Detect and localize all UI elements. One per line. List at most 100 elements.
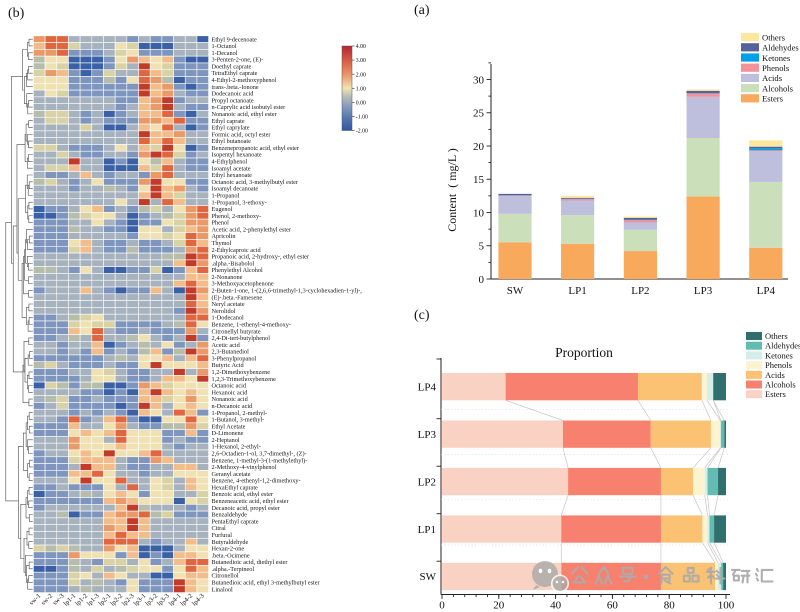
svg-text:1.00: 1.00 (356, 86, 366, 92)
svg-text:.alpha.-Bisabolol: .alpha.-Bisabolol (212, 260, 255, 267)
svg-text:Benzene, 4-ethenyl-1,2-dimetho: Benzene, 4-ethenyl-1,2-dimethoxy- (212, 478, 301, 485)
svg-text:Butanedioic acid, diethyl este: Butanedioic acid, diethyl ester (212, 559, 289, 566)
svg-text:30: 30 (473, 74, 485, 86)
svg-text:(a): (a) (414, 3, 430, 18)
svg-text:Phenylethyl Alcohol: Phenylethyl Alcohol (212, 267, 263, 274)
svg-text:Ethyl caprylate: Ethyl caprylate (212, 125, 250, 132)
svg-text:5: 5 (479, 241, 485, 253)
svg-text:4.00: 4.00 (356, 44, 366, 50)
svg-text:Geranyl acetate: Geranyl acetate (212, 471, 251, 478)
svg-text:.alpha.-Terpineol: .alpha.-Terpineol (212, 566, 255, 573)
svg-text:40: 40 (550, 600, 562, 612)
svg-text:LP1: LP1 (568, 285, 586, 297)
svg-text:Benzene, 1-methyl-3-(1-methyle: Benzene, 1-methyl-3-(1-methylethyl)- (212, 457, 308, 464)
svg-text:Butyric Acid: Butyric Acid (212, 362, 245, 369)
svg-text:Eugenol: Eugenol (212, 206, 233, 213)
svg-text:Ethyl butanoate: Ethyl butanoate (212, 138, 252, 145)
svg-text:Benzoic acid, ethyl ester: Benzoic acid, ethyl ester (212, 491, 274, 498)
svg-text:Hexan-2-one: Hexan-2-one (212, 546, 245, 553)
svg-text:Esters: Esters (762, 94, 784, 104)
svg-text:4-Ethylphenol: 4-Ethylphenol (212, 159, 248, 166)
svg-text:PentaEthyl caprate: PentaEthyl caprate (212, 518, 259, 525)
svg-text:TetraEthyl caprate: TetraEthyl caprate (212, 70, 258, 77)
svg-text:3.00: 3.00 (356, 58, 366, 64)
svg-text:2-Methoxy-4-vinylphenol: 2-Methoxy-4-vinylphenol (212, 464, 277, 471)
svg-text:60: 60 (607, 600, 619, 612)
svg-text:Thymol: Thymol (212, 240, 232, 247)
svg-text:SW: SW (420, 571, 437, 583)
svg-text:80: 80 (664, 600, 676, 612)
svg-text:4-Ethyl-2-methoxyphenol: 4-Ethyl-2-methoxyphenol (212, 77, 277, 84)
svg-text:HexaEthyl caprate: HexaEthyl caprate (212, 484, 259, 491)
svg-text:.beta.-Ocimene: .beta.-Ocimene (212, 552, 250, 559)
svg-text:Propanoic acid, 2-hydroxy-, et: Propanoic acid, 2-hydroxy-, ethyl ester (212, 254, 310, 261)
svg-text:Acids: Acids (762, 73, 783, 83)
svg-text:1,2,3-Trimethoxybenzene: 1,2,3-Trimethoxybenzene (212, 376, 277, 383)
svg-text:Citronellyl butyrate: Citronellyl butyrate (212, 328, 261, 335)
svg-text:Aldehydes: Aldehydes (762, 43, 799, 53)
svg-text:-1.00: -1.00 (356, 115, 368, 121)
svg-text:3-Phenylpropanol: 3-Phenylpropanol (212, 355, 257, 362)
svg-text:2,4-Di-tert-butylphenol: 2,4-Di-tert-butylphenol (212, 335, 271, 342)
svg-text:Citral: Citral (212, 525, 226, 532)
svg-text:Butanedioic acid, ethyl 3-meth: Butanedioic acid, ethyl 3-methylbutyl es… (212, 580, 321, 587)
svg-text:2,3-Butanediol: 2,3-Butanediol (212, 349, 250, 356)
svg-text:1-Dodecanol: 1-Dodecanol (212, 315, 245, 322)
svg-text:Phenols: Phenols (765, 360, 792, 370)
svg-text:Esters: Esters (765, 389, 786, 399)
svg-text:Nerolidol: Nerolidol (212, 308, 236, 315)
svg-text:LP1: LP1 (418, 524, 436, 536)
svg-text:Formic acid, octyl ester: Formic acid, octyl ester (212, 131, 272, 138)
svg-text:Benzeneacetic acid, ethyl este: Benzeneacetic acid, ethyl ester (212, 498, 290, 505)
svg-text:Ketones: Ketones (762, 53, 791, 63)
svg-text:(E)-.beta.-Famesene: (E)-.beta.-Famesene (212, 294, 263, 301)
svg-text:Benzenepropanoic acid, ethyl e: Benzenepropanoic acid, ethyl ester (212, 145, 300, 152)
svg-text:2-Heptanol: 2-Heptanol (212, 437, 240, 444)
svg-text:0: 0 (439, 600, 445, 612)
svg-text:2,6-Octadien-1-ol, 3,7-dimethy: 2,6-Octadien-1-ol, 3,7-dimethyl-, (Z)- (212, 450, 307, 457)
svg-text:Decanoic acid, propyl ester: Decanoic acid, propyl ester (212, 505, 281, 512)
svg-text:LP4: LP4 (757, 285, 776, 297)
svg-text:Alcohols: Alcohols (765, 380, 796, 390)
svg-text:Ethyl hexanoate: Ethyl hexanoate (212, 172, 253, 179)
svg-text:1-Propanol: 1-Propanol (212, 192, 240, 199)
svg-text:Phenol, 2-methoxy-: Phenol, 2-methoxy- (212, 213, 262, 220)
svg-text:10: 10 (473, 207, 485, 219)
svg-text:0: 0 (479, 274, 485, 286)
svg-text:Benzene, 1-ethenyl-4-methoxy-: Benzene, 1-ethenyl-4-methoxy- (212, 321, 291, 328)
svg-text:Isopentyl hexanoate: Isopentyl hexanoate (212, 152, 262, 159)
svg-text:Nonanoic acid, ethyl ester: Nonanoic acid, ethyl ester (212, 111, 278, 118)
svg-text:Acetic acid: Acetic acid (212, 342, 241, 349)
svg-text:Benzaldehyde: Benzaldehyde (212, 512, 248, 519)
svg-text:LP3: LP3 (418, 429, 437, 441)
svg-text:1,2-Dimethoxybenzene: 1,2-Dimethoxybenzene (212, 369, 271, 376)
svg-text:Nonanoic acid: Nonanoic acid (212, 396, 249, 403)
svg-text:n-Caprylic acid isobutyl ester: n-Caprylic acid isobutyl ester (212, 104, 287, 111)
svg-text:Neryl acetate: Neryl acetate (212, 301, 245, 308)
svg-text:2-Buten-1-one, 1-(2,6,6-trimet: 2-Buten-1-one, 1-(2,6,6-trimethyl-1,3-cy… (212, 288, 363, 295)
svg-text:D-Limonene: D-Limonene (212, 430, 244, 437)
svg-text:Linalool: Linalool (212, 586, 233, 593)
svg-text:0.00: 0.00 (356, 100, 366, 106)
svg-text:Citronellol: Citronellol (212, 573, 239, 580)
svg-text:Phenols: Phenols (762, 63, 790, 73)
svg-text:LP2: LP2 (418, 476, 436, 488)
svg-text:Propyl octanoate: Propyl octanoate (212, 97, 254, 104)
svg-text:Ethyl Acetate: Ethyl Acetate (212, 423, 246, 430)
svg-text:3-Methoxyacetophenone: 3-Methoxyacetophenone (212, 281, 274, 288)
svg-text:1-Butanol, 3-methyl-: 1-Butanol, 3-methyl- (212, 417, 265, 424)
svg-text:SW: SW (507, 285, 524, 297)
svg-text:Octanoic acid: Octanoic acid (212, 383, 247, 390)
svg-text:1-Propanol, 3-ethoxy-: 1-Propanol, 3-ethoxy- (212, 199, 267, 206)
svg-text:Acetic acid, 2-phenylethyl est: Acetic acid, 2-phenylethyl ester (212, 226, 292, 233)
svg-text:Isoamyl decanoate: Isoamyl decanoate (212, 186, 259, 193)
svg-text:Doethyl caprate: Doethyl caprate (212, 63, 252, 70)
svg-text:Octanoic acid, 3-methylbutyl e: Octanoic acid, 3-methylbutyl ester (212, 179, 299, 186)
svg-text:1-Propanol, 2-methyl-: 1-Propanol, 2-methyl- (212, 410, 268, 417)
svg-text:20: 20 (473, 141, 485, 153)
svg-text:Acids: Acids (765, 370, 785, 380)
svg-text:Aldehydes: Aldehydes (765, 341, 800, 351)
svg-text:2-Nonanone: 2-Nonanone (212, 274, 243, 281)
svg-text:Ethyl caprate: Ethyl caprate (212, 118, 245, 125)
svg-text:n-Decanoic acid: n-Decanoic acid (212, 403, 254, 410)
